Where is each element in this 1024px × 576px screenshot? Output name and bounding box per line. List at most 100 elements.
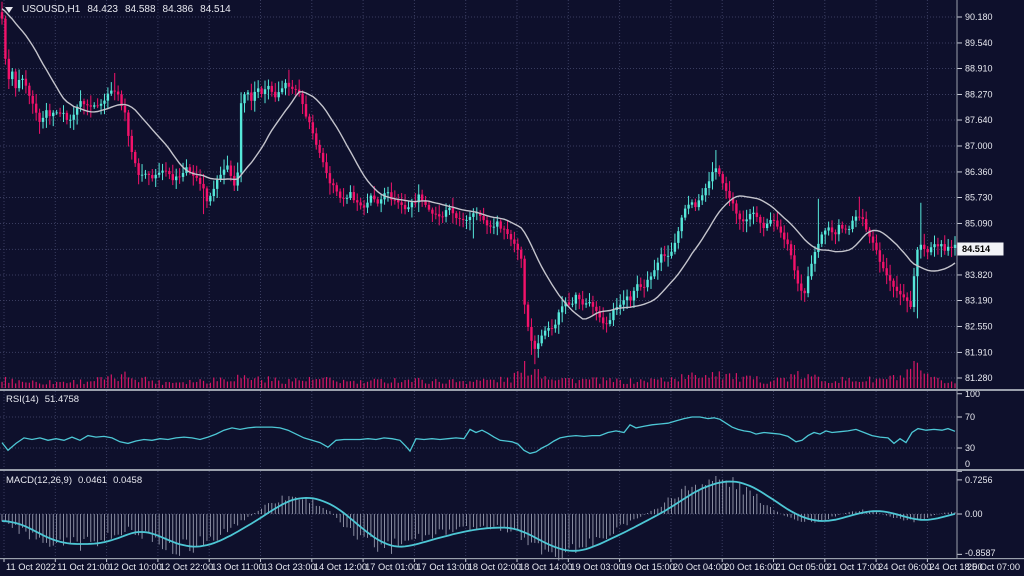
volume-bar [797, 371, 799, 388]
volume-bar [86, 381, 88, 388]
time-axis-label: 20 Oct 04:00 [673, 562, 726, 572]
candle-body [492, 226, 496, 228]
main-pane-surface[interactable] [0, 0, 957, 389]
volume-bar [38, 383, 41, 388]
volume-bar [944, 383, 946, 388]
candle-body [554, 324, 557, 329]
volume-bar [602, 377, 604, 388]
volume-bar [653, 378, 656, 388]
candle-body [721, 174, 724, 184]
candle-body [882, 261, 885, 269]
volume-bar [206, 383, 208, 388]
volume-bar [407, 379, 410, 388]
candle-body [731, 198, 735, 204]
volume-bar [855, 381, 857, 388]
volume-bar [787, 381, 789, 388]
time-axis-label: 20 Oct 16:00 [724, 562, 777, 572]
volume-bar [21, 381, 24, 388]
volume-bar [493, 379, 495, 388]
candle-body [892, 280, 895, 287]
volume-bar [4, 376, 7, 388]
candle-body [929, 247, 933, 253]
volume-bar [517, 371, 519, 388]
volume-bar [18, 380, 20, 388]
volume-bar [585, 379, 587, 388]
candle-body [342, 197, 345, 199]
candle-body [86, 104, 89, 106]
volume-bar [899, 375, 901, 388]
candle-body [837, 224, 841, 235]
volume-bar [349, 381, 352, 388]
volume-bar [442, 383, 444, 388]
volume-bar [28, 382, 30, 388]
volume-bar [325, 377, 328, 388]
candle-body [441, 216, 444, 218]
volume-bar [240, 378, 242, 388]
candle-body [376, 199, 379, 204]
candle-body [895, 286, 899, 291]
symbol-timeframe-label: USOUSD,H1 [22, 4, 81, 15]
candle-body [356, 200, 359, 203]
volume-bar [428, 383, 430, 388]
candle-body [393, 199, 397, 201]
rsi-pane-surface[interactable] [0, 391, 957, 469]
candle-body [858, 216, 861, 218]
volume-bar [599, 383, 601, 388]
candle-body [526, 304, 530, 327]
volume-bar [739, 381, 741, 388]
candle-body [147, 173, 151, 175]
candle-body [62, 112, 65, 114]
candle-body [789, 244, 793, 256]
candle-body [243, 94, 246, 104]
volume-bar [694, 375, 697, 388]
volume-bar [90, 381, 92, 388]
candle-body [338, 191, 342, 198]
candle-body [677, 231, 680, 243]
candle-body [557, 312, 560, 325]
volume-bar [342, 379, 345, 388]
volume-bar [131, 378, 133, 388]
pane-separator[interactable] [0, 389, 1024, 391]
volume-bar [790, 374, 792, 388]
volume-bar [722, 379, 724, 388]
volume-bar [257, 376, 259, 388]
time-axis-area[interactable] [0, 559, 1024, 576]
time-axis-label: 12 Oct 10:00 [109, 562, 162, 572]
volume-bar [496, 382, 498, 388]
candle-body [222, 169, 226, 175]
candle-body [578, 294, 581, 300]
candle-body [198, 177, 202, 184]
candle-body [171, 174, 174, 181]
collapse-chart-icon[interactable] [5, 7, 13, 13]
candle-body [950, 246, 953, 249]
candle-body [267, 85, 270, 90]
volume-bar [148, 381, 150, 388]
pane-separator[interactable] [0, 469, 1024, 471]
volume-bar [216, 381, 218, 388]
candle-body [113, 90, 116, 92]
candle-body [680, 217, 683, 232]
candle-body [752, 212, 755, 214]
candle-body [786, 239, 789, 245]
volume-bar [769, 381, 772, 388]
candle-body [321, 152, 325, 163]
volume-bar [558, 379, 560, 388]
volume-bar [691, 372, 693, 388]
price-axis-area[interactable] [957, 0, 1024, 559]
candle-body [72, 114, 75, 120]
candle-body [414, 202, 417, 204]
candle-body [912, 276, 916, 307]
volume-bar [353, 380, 355, 388]
candle-body [7, 58, 11, 80]
volume-bar [623, 383, 625, 388]
volume-bar [431, 381, 433, 388]
volume-bar [705, 375, 707, 388]
volume-bar [684, 378, 686, 388]
time-axis-label: 24 Oct 06:00 [878, 562, 931, 572]
candle-body [31, 95, 34, 104]
volume-bar [886, 379, 888, 388]
candle-body [58, 112, 62, 114]
candle-body [622, 300, 625, 305]
candle-body [438, 214, 441, 217]
